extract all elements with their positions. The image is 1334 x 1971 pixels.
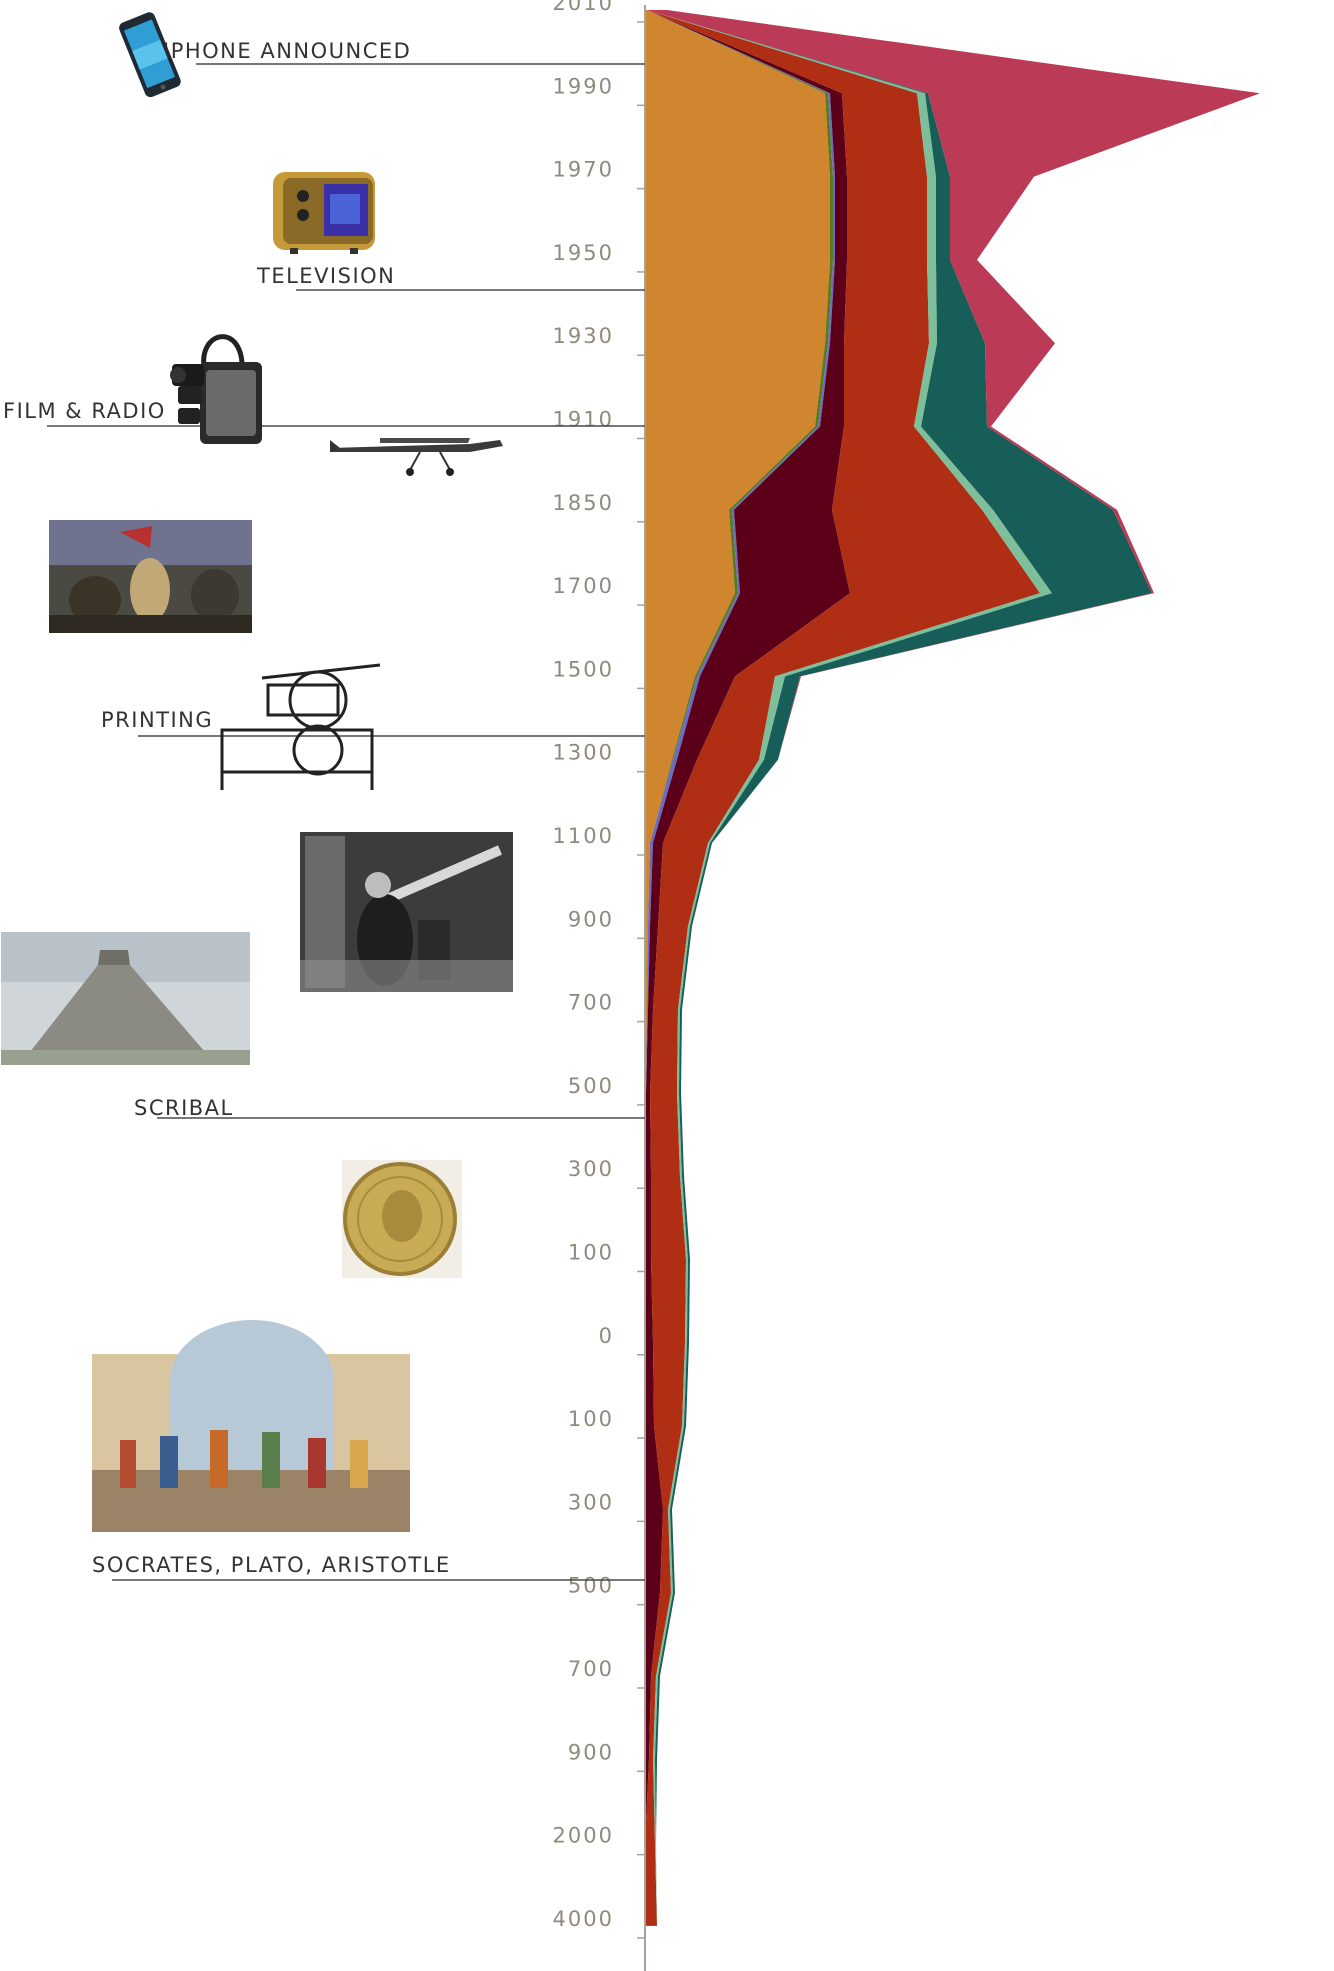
area-layer	[645, 10, 1260, 1926]
area-series-7	[647, 10, 1152, 1926]
tick-label: 1950	[553, 241, 614, 265]
tick-label: 300	[568, 1157, 614, 1181]
airplane-icon	[330, 438, 503, 476]
tick-label: 700	[568, 991, 614, 1015]
event-label: IPHONE ANNOUNCED	[163, 39, 411, 63]
tick-label: 1910	[553, 408, 614, 432]
television-icon	[273, 172, 375, 254]
tick-layer: 2010 1990 1970 1950 1930 1910 1850 1700 1500 1300…	[553, 0, 645, 1939]
pyramid-photo-icon	[1, 932, 250, 1065]
tick-label: 2010	[553, 0, 614, 15]
event-label: PRINTING	[101, 708, 213, 732]
tick-label: 500	[568, 1074, 614, 1098]
event-label: FILM & RADIO	[3, 399, 166, 423]
film-camera-icon	[170, 334, 262, 444]
tick-label: 100	[568, 1241, 614, 1265]
tick-label: 1500	[553, 657, 614, 681]
area-series-5	[645, 10, 1040, 1926]
tick-label: 4000	[553, 1907, 614, 1931]
tick-label: 700	[568, 1657, 614, 1681]
tick-label: 2000	[553, 1824, 614, 1848]
smartphone-icon	[119, 12, 181, 98]
area-series-1	[645, 10, 830, 1926]
school-of-athens-icon	[92, 1320, 410, 1532]
tick-label: 1100	[553, 824, 614, 848]
tick-label: 1850	[553, 491, 614, 515]
event-label: SCRIBAL	[134, 1096, 234, 1120]
tick-label: 1700	[553, 574, 614, 598]
tick-label: 1300	[553, 741, 614, 765]
event-label: SOCRATES, PLATO, ARISTOTLE	[92, 1553, 451, 1577]
tick-label: 1930	[553, 324, 614, 348]
tick-label: 1970	[553, 158, 614, 182]
tick-label: 100	[568, 1407, 614, 1431]
event-layer: IPHONE ANNOUNCED TELEVISION FILM & RADIO PR…	[3, 39, 645, 1581]
tick-label: 900	[568, 1740, 614, 1764]
liberty-painting-icon	[49, 520, 252, 633]
printing-press-icon	[220, 663, 381, 790]
tick-label: 500	[568, 1574, 614, 1598]
area-series-4	[645, 10, 850, 1926]
event-label: TELEVISION	[256, 264, 395, 288]
tick-label: 300	[568, 1490, 614, 1514]
tick-label: 0	[599, 1324, 614, 1348]
tick-label: 900	[568, 907, 614, 931]
telescope-photo-icon	[300, 832, 513, 992]
tick-label: 1990	[553, 74, 614, 98]
roman-coin-icon	[342, 1160, 462, 1278]
